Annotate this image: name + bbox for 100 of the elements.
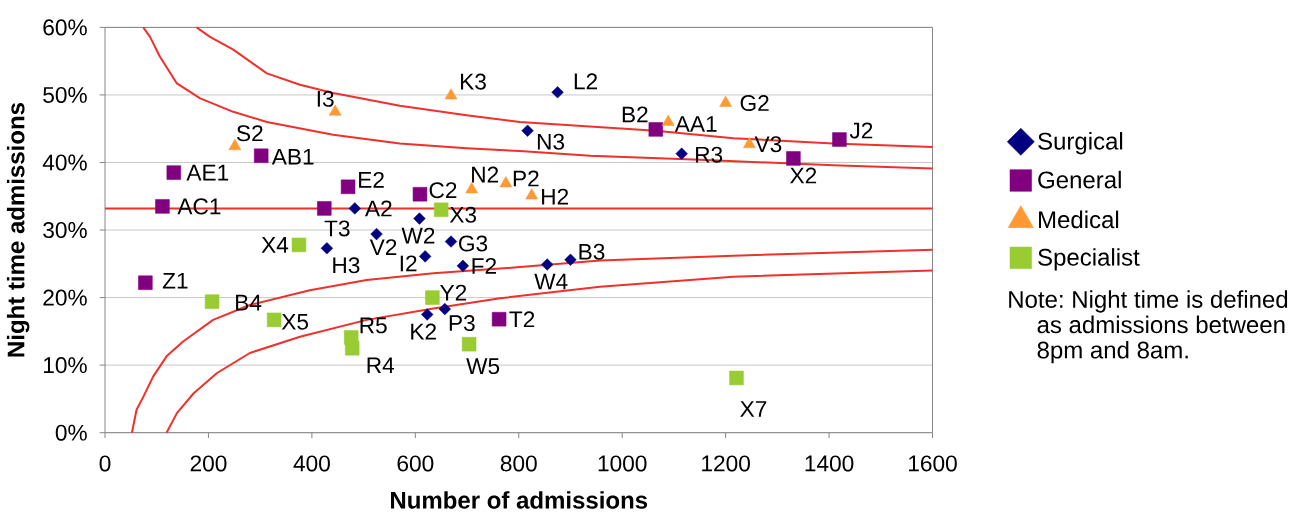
annotation: I3 — [317, 90, 334, 107]
annotation: S2 — [236, 125, 263, 142]
point — [317, 201, 332, 216]
point — [444, 235, 458, 248]
x-axis-title: Number of admissions — [391, 491, 648, 509]
point — [541, 258, 554, 271]
point — [456, 259, 470, 272]
point — [465, 182, 478, 194]
point — [138, 275, 153, 290]
annotation: P2 — [513, 170, 539, 187]
point — [254, 148, 269, 163]
point — [438, 302, 451, 316]
point — [421, 308, 434, 321]
point — [525, 188, 538, 200]
annotation: K2 — [411, 323, 436, 340]
y-tick-label: 40% — [42, 154, 87, 171]
point — [832, 132, 847, 147]
annotation: H3 — [333, 257, 360, 274]
y-tick-label: 0% — [55, 424, 87, 441]
annotation: I2 — [400, 255, 417, 272]
annotation: N3 — [537, 133, 565, 150]
annotation: Y2 — [440, 284, 467, 301]
annotation: W2 — [401, 227, 435, 244]
point — [729, 370, 744, 386]
x-tick-label: 1200 — [702, 455, 750, 472]
annotation: R5 — [360, 317, 387, 334]
annotation: AA1 — [674, 116, 717, 132]
point — [413, 212, 426, 225]
annotation: G3 — [459, 235, 488, 252]
y-tick-label: 20% — [43, 289, 87, 306]
x-tick-label: 800 — [500, 455, 537, 472]
x-tick-label: 1400 — [805, 455, 854, 472]
point — [675, 147, 688, 160]
annotation: T2 — [509, 311, 535, 328]
annotation: Z1 — [162, 272, 188, 289]
legend-label: General — [1038, 170, 1121, 189]
y-axis-title: Night time admissions — [6, 103, 30, 357]
point — [551, 86, 564, 99]
point — [461, 337, 477, 352]
annotation: X5 — [281, 313, 309, 330]
point — [425, 290, 440, 305]
point — [155, 199, 170, 214]
annotation: V3 — [754, 136, 782, 153]
point — [320, 242, 333, 255]
point — [204, 294, 220, 309]
y-tick-label: 10% — [44, 357, 87, 374]
annotation: W4 — [534, 273, 568, 290]
point — [340, 179, 356, 195]
point — [348, 202, 361, 215]
x-tick-label: 0 — [99, 455, 111, 472]
x-tick-label: 1000 — [598, 455, 647, 472]
point — [433, 202, 449, 217]
legend-label: Medical — [1039, 210, 1119, 229]
annotation: X2 — [790, 167, 817, 184]
point — [345, 341, 360, 356]
point — [491, 312, 507, 327]
y-tick-label: 60% — [43, 19, 87, 36]
legend-label: Surgical — [1038, 132, 1123, 155]
point — [786, 151, 801, 166]
annotation: AB1 — [271, 148, 314, 165]
point — [444, 88, 458, 100]
point — [648, 122, 664, 137]
annotation: H2 — [542, 188, 569, 205]
point — [166, 165, 182, 180]
annotation: G2 — [740, 95, 769, 112]
y-tick-label: 50% — [43, 86, 87, 103]
legend-label: Specialist — [1038, 248, 1140, 271]
point — [499, 176, 513, 188]
annotation: X4 — [261, 237, 289, 253]
annotation: R4 — [367, 357, 395, 374]
point — [291, 237, 307, 253]
point — [412, 187, 428, 202]
x-tick-label: 1600 — [909, 455, 957, 472]
text: Note: Night time is defined as admissions between 8pm and 8am. — [1009, 290, 1288, 364]
annotation: T3 — [324, 220, 350, 237]
annotation: E2 — [359, 171, 384, 188]
point — [564, 253, 577, 266]
annotation: K3 — [461, 73, 486, 90]
annotation: AE1 — [186, 164, 229, 181]
point — [661, 114, 675, 126]
point — [719, 95, 732, 107]
annotation: J2 — [849, 122, 873, 139]
annotation: X3 — [449, 206, 477, 223]
x-tick-label: 400 — [293, 455, 330, 472]
annotation: L2 — [574, 73, 597, 90]
annotation: N2 — [472, 166, 499, 183]
x-tick-label: 200 — [190, 455, 227, 472]
point — [419, 250, 432, 263]
annotation: W5 — [466, 358, 500, 375]
point — [266, 312, 282, 328]
x-tick-label: 600 — [397, 455, 434, 472]
point — [743, 137, 756, 148]
annotation: V2 — [369, 239, 397, 256]
y-tick-label: 30% — [43, 222, 87, 239]
annotation: P3 — [449, 315, 475, 332]
point — [521, 124, 534, 137]
annotation: X7 — [740, 401, 767, 417]
annotation: C2 — [429, 182, 457, 199]
annotation: B2 — [622, 106, 648, 123]
annotation: B3 — [579, 243, 605, 260]
